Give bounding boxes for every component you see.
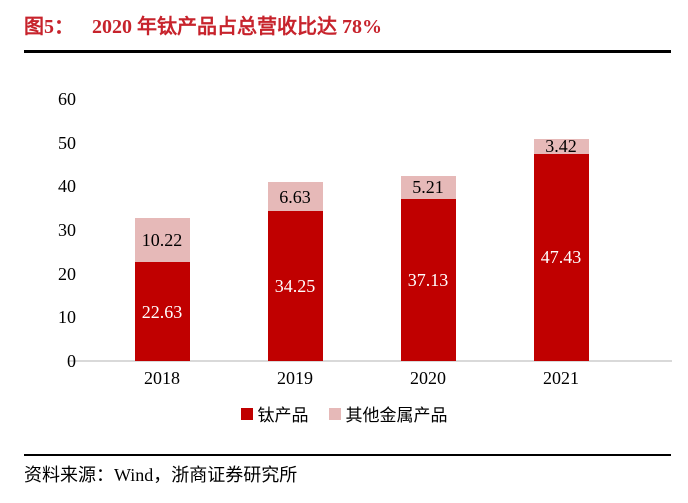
bar-segment-secondary: 10.22	[134, 217, 190, 263]
x-axis-label: 2021	[543, 368, 579, 388]
source-note: 资料来源：Wind，浙商证券研究所	[24, 465, 298, 485]
y-tick-label: 50	[58, 132, 76, 153]
y-tick-label: 40	[58, 176, 76, 197]
chart-legend: 钛产品 其他金属产品	[0, 401, 688, 426]
bar-segment-primary: 22.63	[134, 262, 190, 361]
legend-swatch-primary	[240, 407, 253, 420]
bar-segment-primary: 47.43	[533, 153, 589, 361]
stacked-bar-2020: 5.21 37.13	[400, 176, 456, 361]
title-divider-rule	[24, 50, 671, 53]
figure-title: 2020 年钛产品占总营收比达 78%	[92, 16, 382, 38]
legend-item-primary: 钛产品	[240, 401, 309, 426]
x-axis-line	[68, 360, 672, 362]
y-tick-label: 10	[58, 307, 76, 328]
y-tick-label: 30	[58, 220, 76, 240]
y-tick-label: 20	[58, 263, 76, 284]
y-tick-label: 0	[67, 351, 76, 371]
legend-item-secondary: 其他金属产品	[328, 401, 448, 426]
legend-label-primary: 钛产品	[257, 406, 309, 425]
bar-segment-primary: 34.25	[267, 211, 323, 361]
x-axis-label: 2019	[277, 368, 313, 388]
source-divider-rule	[24, 454, 671, 456]
stacked-bar-2021: 3.42 47.43	[533, 137, 589, 361]
legend-swatch-secondary	[328, 407, 341, 420]
figure-title-row: 图5： 2020 年钛产品占总营收比达 78%	[24, 10, 382, 39]
plot-area: 0 10 20 30 40 50 60 10.22 22.63 2018 6.63 34.25 2019…	[0, 80, 688, 395]
stacked-bar-2018: 10.22 22.63	[134, 217, 190, 361]
figure-number-label: 图5：	[24, 16, 74, 38]
bar-segment-secondary: 3.42	[533, 137, 589, 155]
y-tick-label: 60	[58, 89, 76, 109]
bar-segment-secondary: 6.63	[267, 182, 323, 212]
legend-label-secondary: 其他金属产品	[345, 406, 448, 425]
stacked-bar-2019: 6.63 34.25	[267, 182, 323, 361]
bar-segment-secondary: 5.21	[400, 176, 456, 199]
x-axis-label: 2018	[144, 368, 180, 388]
bar-segment-primary: 37.13	[400, 198, 456, 361]
x-axis-label: 2020	[410, 368, 446, 388]
